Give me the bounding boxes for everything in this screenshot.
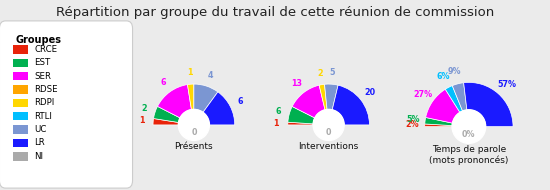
Text: Interventions: Interventions bbox=[299, 142, 359, 151]
FancyBboxPatch shape bbox=[13, 112, 29, 120]
Text: SER: SER bbox=[35, 72, 52, 81]
Text: CRCE: CRCE bbox=[35, 45, 58, 54]
Wedge shape bbox=[288, 122, 313, 125]
Wedge shape bbox=[292, 85, 325, 118]
Text: 0: 0 bbox=[326, 128, 331, 137]
Wedge shape bbox=[203, 92, 235, 125]
Wedge shape bbox=[464, 82, 513, 127]
Circle shape bbox=[452, 110, 486, 143]
Text: 13: 13 bbox=[291, 79, 302, 88]
Text: 57%: 57% bbox=[497, 80, 516, 89]
Text: 2%: 2% bbox=[405, 120, 419, 129]
Text: NI: NI bbox=[35, 152, 43, 161]
Text: 6: 6 bbox=[276, 107, 281, 116]
Wedge shape bbox=[452, 83, 467, 111]
Text: UC: UC bbox=[35, 125, 47, 134]
Wedge shape bbox=[446, 86, 463, 112]
Text: 20: 20 bbox=[364, 88, 375, 97]
Text: 27%: 27% bbox=[413, 90, 432, 99]
FancyBboxPatch shape bbox=[13, 85, 29, 94]
Text: 2: 2 bbox=[317, 69, 323, 78]
Wedge shape bbox=[188, 84, 194, 110]
Wedge shape bbox=[426, 89, 460, 123]
Text: RDPI: RDPI bbox=[35, 98, 55, 107]
FancyBboxPatch shape bbox=[13, 152, 29, 161]
Text: 6: 6 bbox=[238, 97, 243, 106]
Wedge shape bbox=[194, 84, 218, 112]
Text: 0: 0 bbox=[191, 128, 197, 137]
Text: LR: LR bbox=[35, 139, 45, 147]
Text: 1: 1 bbox=[274, 119, 279, 128]
Text: 5%: 5% bbox=[406, 115, 420, 124]
Text: RDSE: RDSE bbox=[35, 85, 58, 94]
Text: Présents: Présents bbox=[174, 142, 213, 151]
Text: 0%: 0% bbox=[462, 130, 476, 139]
Text: 9%: 9% bbox=[448, 67, 461, 76]
FancyBboxPatch shape bbox=[13, 45, 29, 54]
Wedge shape bbox=[153, 106, 180, 123]
Text: Répartition par groupe du travail de cette réunion de commission: Répartition par groupe du travail de cet… bbox=[56, 6, 494, 19]
Wedge shape bbox=[425, 117, 453, 126]
Text: 5: 5 bbox=[329, 68, 335, 77]
Wedge shape bbox=[324, 84, 338, 110]
Circle shape bbox=[313, 109, 344, 140]
Text: 1: 1 bbox=[139, 116, 145, 125]
Wedge shape bbox=[332, 85, 370, 125]
FancyBboxPatch shape bbox=[0, 21, 133, 188]
Circle shape bbox=[178, 109, 210, 140]
FancyBboxPatch shape bbox=[13, 125, 29, 134]
Text: 6: 6 bbox=[161, 78, 166, 87]
Text: RTLI: RTLI bbox=[35, 112, 52, 121]
Text: 2: 2 bbox=[141, 104, 147, 113]
Text: 4: 4 bbox=[207, 71, 213, 80]
Wedge shape bbox=[425, 124, 452, 127]
FancyBboxPatch shape bbox=[13, 59, 29, 67]
Text: Temps de parole
(mots prononcés): Temps de parole (mots prononcés) bbox=[429, 145, 509, 165]
Wedge shape bbox=[288, 107, 315, 124]
Text: 6%: 6% bbox=[436, 72, 450, 81]
Wedge shape bbox=[319, 84, 327, 110]
Text: Groupes: Groupes bbox=[15, 35, 61, 45]
FancyBboxPatch shape bbox=[13, 139, 29, 147]
FancyBboxPatch shape bbox=[13, 72, 29, 80]
Wedge shape bbox=[153, 119, 179, 125]
FancyBboxPatch shape bbox=[13, 99, 29, 107]
Text: EST: EST bbox=[35, 58, 51, 67]
Text: 1: 1 bbox=[187, 68, 192, 77]
Wedge shape bbox=[157, 85, 191, 118]
